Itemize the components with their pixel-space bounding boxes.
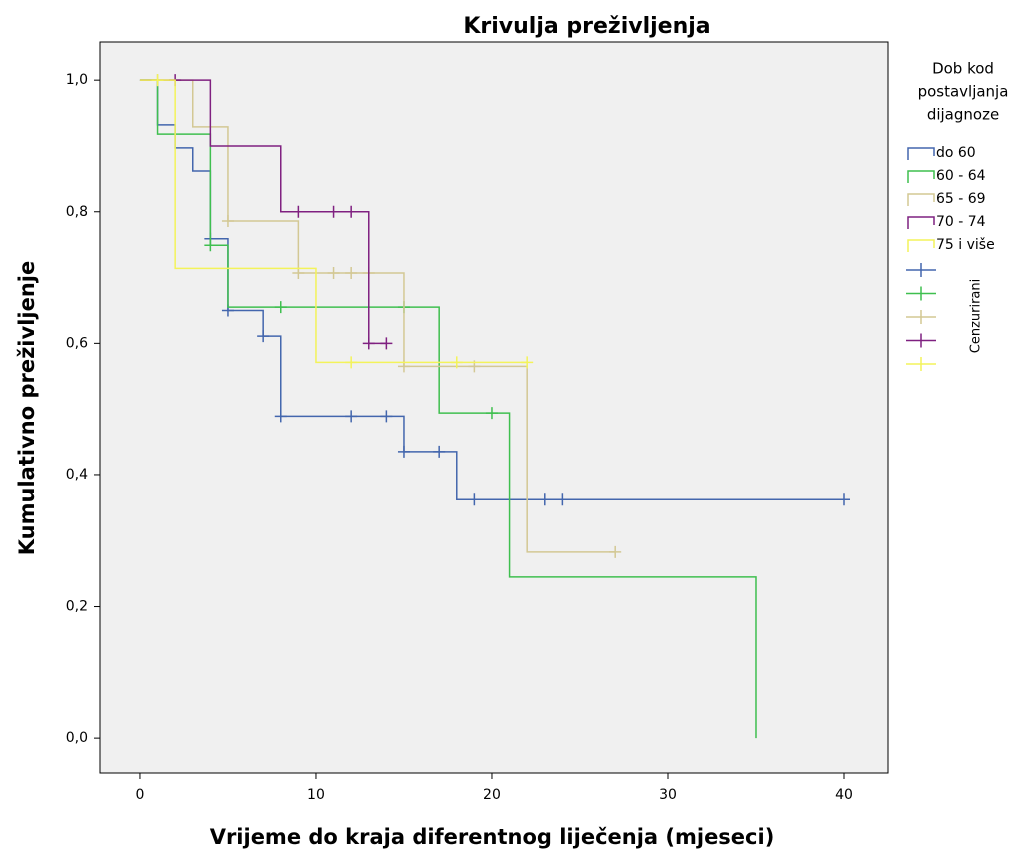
y-tick-label: 0,4 (66, 467, 88, 483)
censored-mark (397, 445, 410, 458)
x-tick-label: 20 (483, 787, 501, 803)
censored-mark (345, 266, 358, 279)
y-tick-label: 0,6 (66, 335, 88, 351)
censored-legend-label: Cenzurirani (969, 279, 984, 354)
plot-area (99, 41, 889, 774)
survival-curve (139, 79, 387, 345)
censored-mark (345, 205, 358, 218)
survival-curve (139, 79, 757, 739)
censored-mark (204, 239, 217, 252)
censored-mark (556, 493, 569, 506)
legend-swatch (907, 147, 935, 160)
legend-censored-swatch (906, 357, 936, 371)
censored-mark (468, 493, 481, 506)
legend-swatch (907, 239, 935, 252)
y-tick-label: 1,0 (66, 72, 88, 88)
censored-mark (292, 205, 305, 218)
censored-mark (450, 356, 463, 369)
censored-mark (345, 410, 358, 423)
y-tick-label: 0,0 (66, 730, 88, 746)
censored-mark (327, 266, 340, 279)
x-tick-label: 0 (135, 787, 144, 803)
legend-censored-swatch (906, 286, 936, 301)
x-tick-label: 40 (835, 787, 853, 803)
y-tick-label: 0,8 (66, 204, 88, 220)
x-tick-label: 30 (659, 787, 677, 803)
legend-censored-swatch (906, 263, 936, 277)
censored-mark (521, 356, 534, 369)
legend-censored-swatch (906, 333, 936, 348)
censored-mark (609, 545, 622, 558)
legend-label: 65 - 69 (936, 191, 986, 207)
legend-label: 60 - 64 (936, 168, 986, 184)
legend-label: do 60 (936, 145, 976, 161)
y-tick-label: 0,2 (66, 599, 88, 615)
censored-mark (485, 407, 498, 420)
censored-mark (837, 493, 850, 506)
legend-swatch (907, 170, 935, 183)
censored-mark (221, 214, 234, 227)
legend-censored-swatch (906, 310, 936, 324)
legend-label: 75 i više (936, 237, 995, 253)
legend-swatch (907, 216, 935, 229)
legend-label: 70 - 74 (936, 214, 986, 230)
censored-mark (274, 410, 287, 423)
x-axis-title: Vrijeme do kraja diferentnog liječenja (… (210, 825, 775, 849)
x-tick-label: 10 (307, 787, 325, 803)
censored-mark (327, 205, 340, 218)
y-axis-title: Kumulativno preživljenje (15, 261, 39, 555)
censored-mark (380, 337, 393, 350)
censored-mark (151, 74, 164, 87)
legend-title: Dob kod (932, 60, 994, 78)
censored-mark (345, 356, 358, 369)
censored-mark (380, 410, 393, 423)
censored-mark (433, 445, 446, 458)
legend-swatch (907, 193, 935, 206)
censored-mark (274, 301, 287, 314)
censored-mark (538, 493, 551, 506)
censored-mark (362, 337, 375, 350)
legend-title: postavljanja (918, 83, 1009, 101)
censored-mark (257, 330, 270, 343)
chart-title: Krivulja preživljenja (463, 14, 710, 39)
legend-title: dijagnoze (927, 106, 999, 124)
survival-curve (139, 79, 616, 553)
